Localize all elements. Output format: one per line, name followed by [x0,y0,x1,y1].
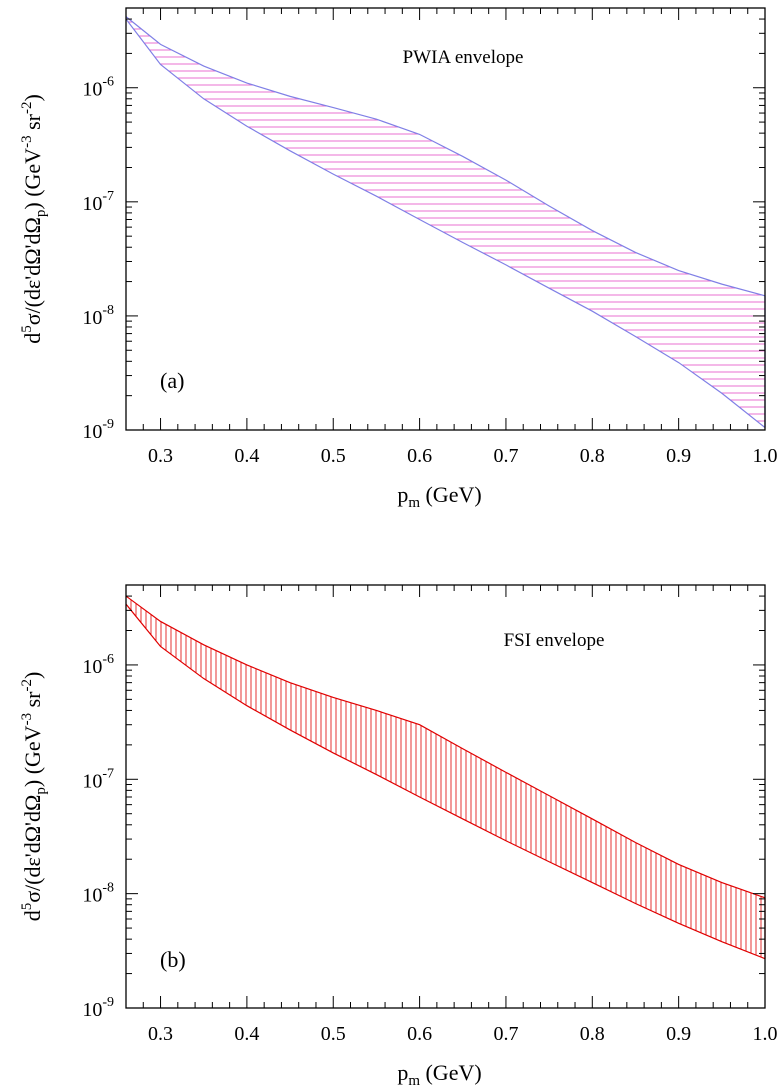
y-axis-label: d5σ/(dε'dΩ'dΩp) (GeV-3 sr-2) [19,672,49,922]
panel-tag: (b) [160,947,186,972]
y-tick-label: 10-9 [82,417,114,443]
y-tick-label: 10-6 [82,75,114,101]
x-tick-label: 0.3 [148,445,173,467]
envelope-annotation: PWIA envelope [403,47,524,68]
y-axis-label: d5σ/(dε'dΩ'dΩp) (GeV-3 sr-2) [19,94,49,344]
envelope-lower-line [125,603,766,960]
y-tick-label: 10-7 [82,189,114,215]
panel-b: 0.3 0.4 0.5 0.6 0.7 0.8 0.9 1.0 10-6 10-7 10-8 10-9… [19,584,778,1089]
envelope-upper-line [125,595,766,899]
envelope-upper-line [125,16,766,297]
y-tick-label: 10-9 [82,995,114,1021]
x-tick-label: 0.6 [407,445,432,467]
x-tick-label: 0.8 [580,445,605,467]
envelope-hatching [126,21,765,422]
panel-a: 0.3 0.4 0.5 0.6 0.7 0.8 0.9 1.0 10-6 10-7 10-8 10-9… [19,7,778,511]
plot-frame [125,7,766,431]
plot-frame [125,584,766,1009]
x-tick-label: 0.5 [321,445,346,467]
y-tick-label: 10-6 [82,652,114,678]
y-axis: 10-6 10-7 10-8 10-9 [82,7,765,443]
envelope-lower-line [125,18,766,429]
y-tick-label: 10-8 [82,881,114,907]
x-tick-label: 0.6 [407,1023,432,1045]
y-axis: 10-6 10-7 10-8 10-9 [82,584,765,1021]
envelope-hatching [126,596,762,959]
x-tick-label: 0.5 [321,1023,346,1045]
x-tick-label: 1.0 [753,445,778,467]
x-tick-label: 0.3 [148,1023,173,1045]
x-tick-label: 1.0 [753,1023,778,1045]
x-tick-label: 0.9 [666,1023,691,1045]
x-tick-label: 0.9 [666,445,691,467]
x-axis-label: pm (GeV) [397,1060,481,1089]
x-tick-label: 0.7 [493,445,518,467]
x-tick-label: 0.4 [234,445,259,467]
x-axis-label: pm (GeV) [397,482,481,511]
y-tick-label: 10-8 [82,303,114,329]
y-tick-label: 10-7 [82,766,114,792]
x-tick-label: 0.4 [234,1023,259,1045]
panel-tag: (a) [160,368,184,393]
x-tick-label: 0.8 [580,1023,605,1045]
x-tick-label: 0.7 [493,1023,518,1045]
envelope-annotation: FSI envelope [504,630,605,651]
x-axis: 0.3 0.4 0.5 0.6 0.7 0.8 0.9 1.0 [125,8,778,467]
x-axis: 0.3 0.4 0.5 0.6 0.7 0.8 0.9 1.0 [125,585,778,1045]
